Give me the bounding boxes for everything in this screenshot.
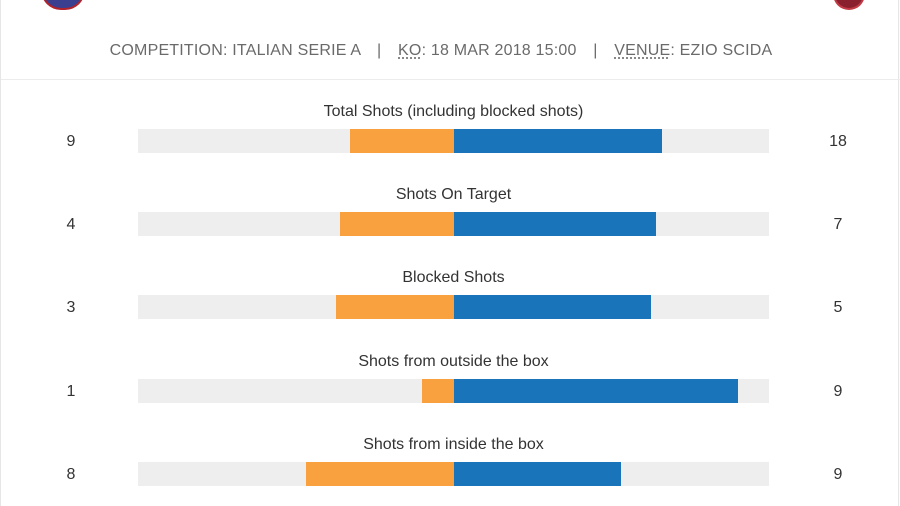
away-bar — [453, 462, 621, 486]
stat-row: Shots from inside the box 8 9 — [1, 435, 900, 495]
separator: | — [593, 42, 598, 59]
stat-label: Shots from inside the box — [363, 436, 544, 453]
home-value: 9 — [66, 133, 76, 150]
away-value: 18 — [829, 133, 847, 150]
away-bar — [453, 212, 656, 236]
stat-label: Shots from outside the box — [358, 353, 549, 370]
comparison-bar-track — [138, 295, 769, 319]
home-bar — [335, 295, 454, 319]
stat-row: Blocked Shots 3 5 — [1, 268, 900, 328]
home-bar — [421, 379, 454, 403]
venue-value: : EZIO SCIDA — [670, 42, 773, 59]
comparison-bar-track — [138, 129, 769, 153]
venue-label: VENUE — [614, 42, 671, 59]
away-bar — [453, 129, 662, 153]
stat-label: Shots On Target — [395, 186, 512, 203]
home-value: 3 — [66, 299, 76, 316]
comparison-bar-track — [138, 379, 769, 403]
home-value: 1 — [66, 383, 76, 400]
stat-row: Shots from outside the box 1 9 — [1, 352, 900, 412]
away-bar — [453, 379, 738, 403]
comparison-bar-track — [138, 212, 769, 236]
home-bar — [349, 129, 454, 153]
separator: | — [377, 42, 382, 59]
away-value: 9 — [833, 466, 843, 483]
comparison-bar-track — [138, 462, 769, 486]
away-value: 9 — [833, 383, 843, 400]
home-value: 4 — [66, 216, 76, 233]
match-info: COMPETITION: ITALIAN SERIE A | KO: 18 MA… — [1, 42, 881, 60]
away-value: 7 — [833, 216, 843, 233]
home-team-crest-icon[interactable] — [41, 0, 85, 10]
home-bar — [305, 462, 454, 486]
ko-label: KO — [398, 42, 422, 59]
header-divider — [1, 79, 900, 80]
away-value: 5 — [833, 299, 843, 316]
away-bar — [453, 295, 651, 319]
away-team-crest-icon[interactable] — [833, 0, 865, 10]
stat-label: Blocked Shots — [402, 269, 505, 286]
stat-label: Total Shots (including blocked shots) — [323, 103, 584, 120]
home-bar — [339, 212, 454, 236]
ko-value: : 18 MAR 2018 15:00 — [421, 42, 577, 59]
stat-row: Total Shots (including blocked shots) 9 18 — [1, 102, 900, 162]
stat-row: Shots On Target 4 7 — [1, 185, 900, 245]
home-value: 8 — [66, 466, 76, 483]
competition-label: COMPETITION: — [109, 42, 228, 59]
competition-value: ITALIAN SERIE A — [232, 42, 361, 59]
